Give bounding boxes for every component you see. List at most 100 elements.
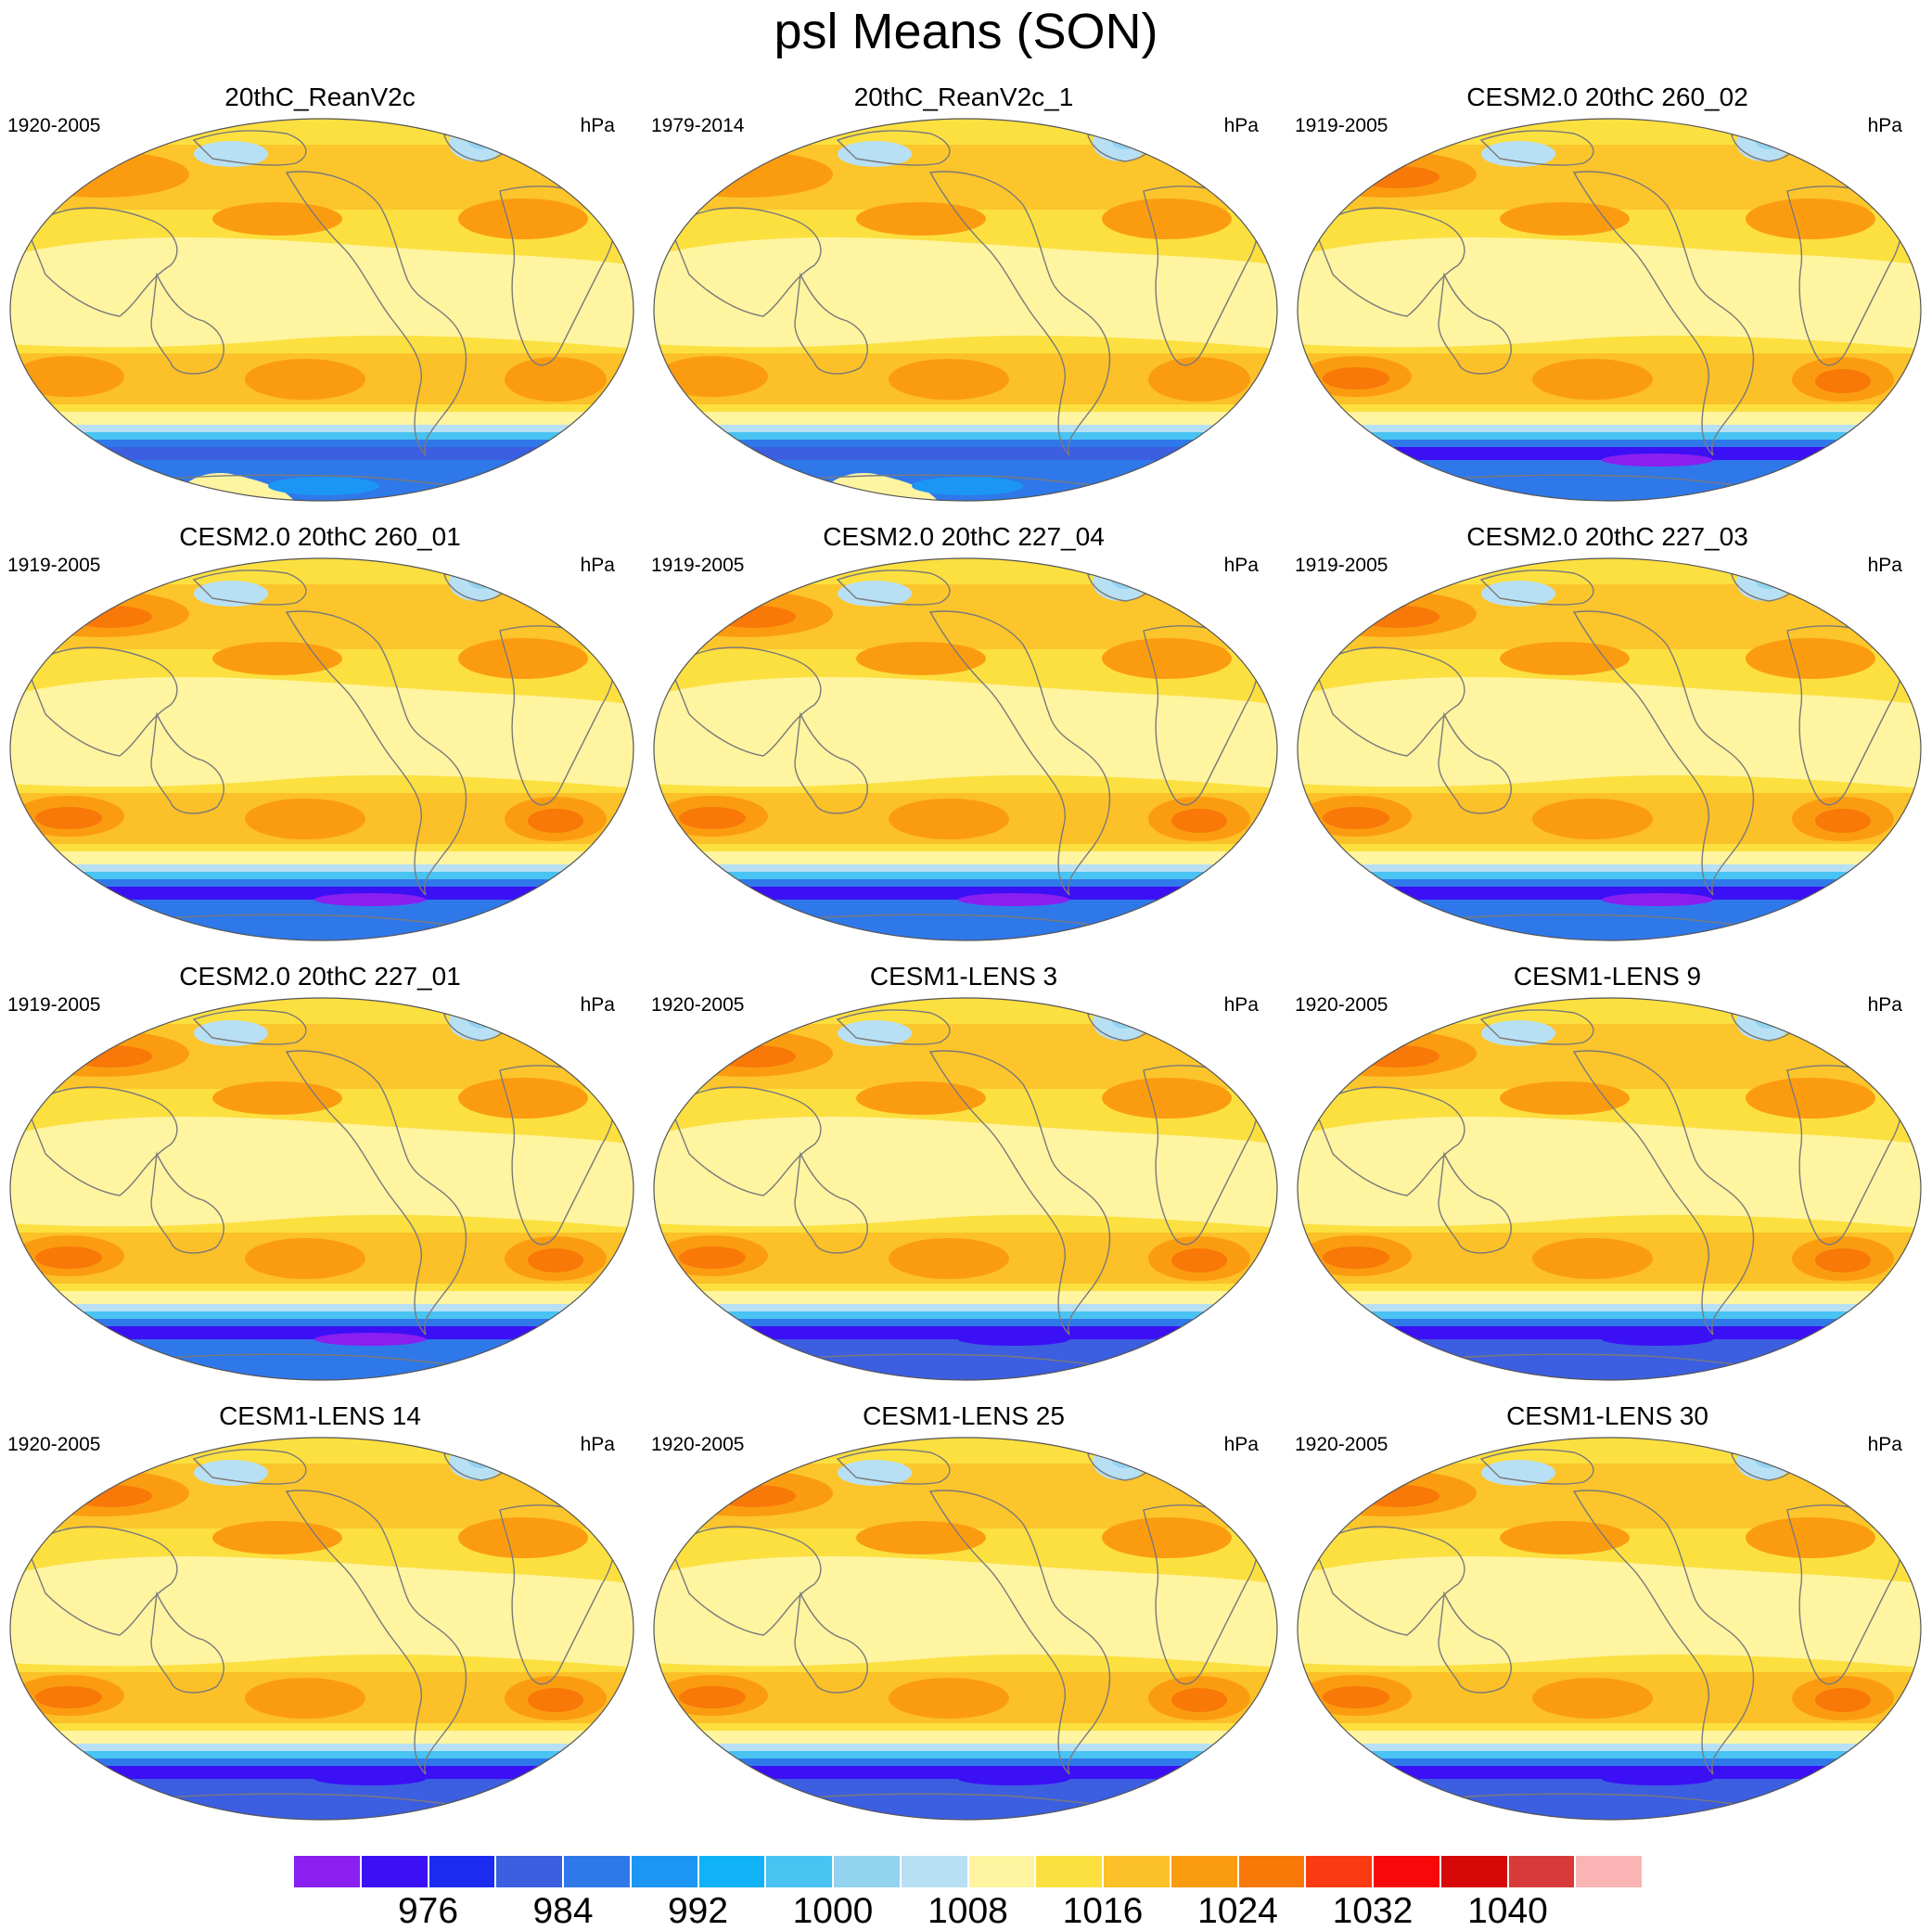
field-high-core-1 — [1323, 1247, 1389, 1269]
field-high-core-1 — [679, 807, 746, 829]
colorbar — [293, 1855, 1643, 1888]
field-sh-2 — [10, 1304, 633, 1311]
field-band-tropics — [654, 677, 1277, 788]
field-high-core-1 — [1323, 807, 1389, 829]
globe-outline — [653, 1437, 1278, 1821]
field-sh-5 — [10, 887, 633, 900]
field-sh-1 — [10, 1731, 633, 1744]
field-sh-2 — [10, 1744, 633, 1751]
map-panel: CESM2.0 20thC 227_03 1919-2005 hPa — [1287, 521, 1927, 962]
field-high-south-pacific — [245, 359, 365, 400]
field-high-core-2 — [1171, 1248, 1227, 1272]
panel-title: CESM2.0 20thC 227_01 — [179, 962, 461, 991]
coastline-0 — [1313, 1086, 1465, 1196]
figure-title: psl Means (SON) — [774, 4, 1158, 59]
field-high-core-2 — [528, 1248, 583, 1272]
field-antarctic-east — [1324, 1793, 1472, 1811]
colorbar-box — [900, 1855, 968, 1888]
panel-units: hPa — [1223, 1434, 1259, 1455]
field-high-north-atlantic — [1746, 198, 1875, 239]
field-low-icelandic-core — [467, 570, 495, 589]
field-band-tropics — [10, 237, 633, 349]
panel-units: hPa — [1867, 555, 1902, 576]
map-globe — [653, 557, 1278, 941]
field-antarctic-east — [1324, 474, 1472, 492]
pressure-field — [654, 558, 1277, 940]
colorbar-tick-label: 1008 — [928, 1891, 1008, 1931]
field-high-north-atlantic — [1102, 638, 1232, 679]
panel-years: 1920-2005 — [651, 994, 745, 1016]
field-antarctic-east — [680, 1353, 828, 1372]
field-high-core-1 — [1323, 1686, 1389, 1708]
field-low-icelandic — [449, 1443, 505, 1480]
coastline-0 — [26, 1526, 178, 1636]
colorbar-tick-label: 1016 — [1062, 1891, 1144, 1931]
panel-title: CESM2.0 20thC 227_03 — [1466, 522, 1748, 551]
field-band-tropics — [10, 1556, 633, 1668]
field-sh-3 — [654, 1311, 1277, 1319]
field-low-icelandic-core — [1111, 570, 1139, 589]
field-sh-1 — [1298, 1291, 1921, 1304]
colorbar-box — [563, 1855, 631, 1888]
field-sh-3 — [654, 872, 1277, 879]
field-high-north-atlantic — [458, 638, 588, 679]
field-low-icelandic — [1736, 564, 1792, 601]
field-sh-5 — [1298, 1766, 1921, 1779]
field-low-aleutian — [838, 581, 912, 607]
field-band-tropics — [1298, 1556, 1921, 1668]
field-low-aleutian — [1481, 1460, 1555, 1486]
field-high-core-2 — [528, 1688, 583, 1712]
field-high-north-pacific — [212, 1081, 342, 1115]
colorbar-box — [1237, 1855, 1306, 1888]
field-antarctica — [1298, 900, 1921, 940]
field-high-core-1 — [35, 1686, 102, 1708]
panel-title: CESM1-LENS 25 — [863, 1401, 1065, 1430]
field-high-south-pacific — [889, 1238, 1009, 1279]
field-sh-3 — [1298, 872, 1921, 879]
colorbar-box — [428, 1855, 496, 1888]
field-antarctic-interior — [912, 477, 1023, 495]
map-panel: CESM1-LENS 14 1920-2005 hPa — [0, 1400, 640, 1841]
field-sh-5 — [10, 1766, 633, 1779]
field-high-core-2 — [1815, 809, 1871, 833]
colorbar-box — [1170, 1855, 1238, 1888]
field-sh-2 — [654, 425, 1277, 432]
map-globe — [653, 997, 1278, 1381]
colorbar-box — [1373, 1855, 1440, 1888]
field-sh-1 — [1298, 1731, 1921, 1744]
coastline-1 — [1438, 1591, 1512, 1694]
field-low-icelandic — [449, 124, 505, 161]
coastline-0 — [670, 207, 822, 317]
field-high-south-atlantic — [1148, 357, 1250, 402]
colorbar-box — [1035, 1855, 1103, 1888]
coastline-4 — [192, 1009, 307, 1045]
colorbar-box — [1507, 1855, 1576, 1888]
panel-title: 20thC_ReanV2c — [224, 83, 416, 111]
field-low-icelandic-core — [1755, 131, 1783, 149]
field-low-icelandic-core — [467, 1450, 495, 1468]
panel-years: 1920-2005 — [1295, 994, 1388, 1016]
field-sh-4 — [654, 879, 1277, 887]
field-sh-2 — [654, 864, 1277, 872]
field-high-north-atlantic — [458, 198, 588, 239]
panel-years: 1919-2005 — [7, 994, 101, 1016]
field-low-icelandic-core — [467, 1010, 495, 1029]
coastline-4 — [836, 130, 951, 166]
field-high-north-atlantic — [458, 1517, 588, 1558]
map-panel: CESM1-LENS 9 1920-2005 hPa — [1287, 961, 1927, 1401]
field-amundsen-low — [314, 1333, 426, 1346]
panel-title: CESM2.0 20thC 260_02 — [1466, 83, 1748, 111]
field-sh-4 — [1298, 440, 1921, 447]
coastline-0 — [1313, 1526, 1465, 1636]
coastline-1 — [150, 711, 224, 814]
field-antarctica — [654, 1339, 1277, 1380]
field-high-north-pacific — [1500, 1521, 1630, 1554]
globe-outline — [1297, 997, 1922, 1381]
coastline-4 — [1479, 569, 1594, 606]
panel-title: CESM2.0 20thC 260_01 — [179, 522, 461, 551]
colorbar-box — [1103, 1855, 1171, 1888]
field-sh-4 — [1298, 1319, 1921, 1326]
field-sh-3 — [10, 432, 633, 440]
coastline-4 — [836, 1449, 951, 1485]
panel-years: 1919-2005 — [1295, 115, 1388, 136]
